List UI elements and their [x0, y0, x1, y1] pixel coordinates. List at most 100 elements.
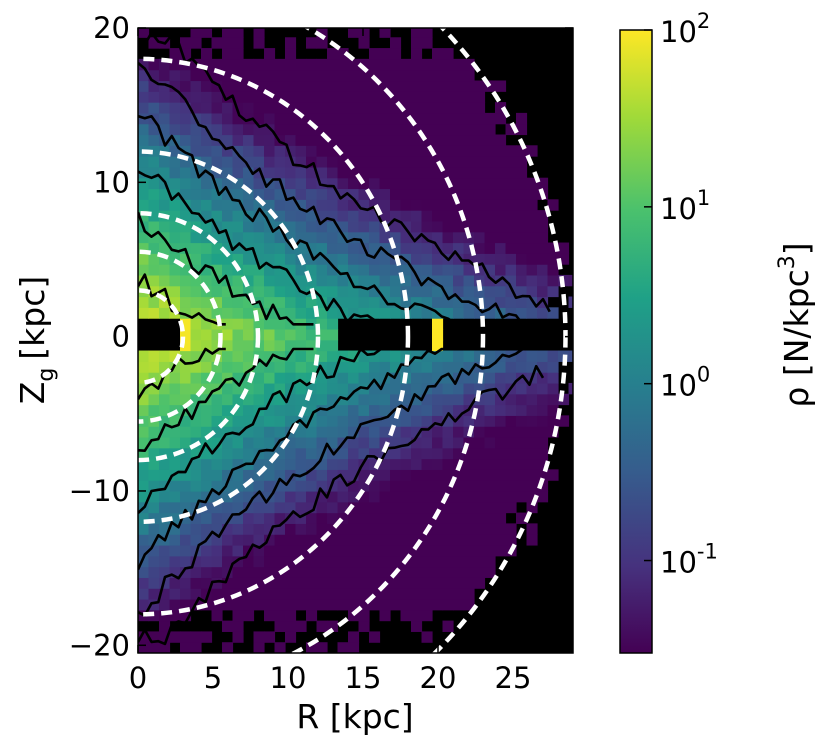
heatmap-cell — [211, 469, 223, 481]
heatmap-cell — [400, 598, 412, 611]
heatmap-cell — [547, 307, 559, 319]
heatmap-cell — [306, 577, 318, 589]
heatmap-cell — [138, 577, 150, 589]
heatmap-cell — [232, 274, 244, 287]
heatmap-cell — [348, 285, 360, 298]
heatmap-cell — [442, 588, 454, 600]
heatmap-cell — [316, 577, 328, 589]
heatmap-cell — [421, 598, 433, 611]
heatmap-cell — [411, 91, 423, 103]
heatmap-cell — [316, 134, 328, 146]
heatmap-cell — [516, 350, 528, 362]
heatmap-cell — [442, 458, 454, 470]
heatmap-cell — [484, 274, 496, 287]
heatmap-cell — [537, 361, 549, 373]
heatmap-cell — [432, 588, 444, 600]
heatmap-cell — [495, 145, 507, 157]
heatmap-cell — [400, 512, 412, 524]
heatmap-cell — [190, 512, 202, 524]
heatmap-cell — [316, 620, 328, 632]
heatmap-cell — [484, 166, 496, 179]
heatmap-cell — [400, 58, 412, 71]
heatmap-cell — [222, 404, 234, 416]
heatmap-cell — [379, 199, 391, 211]
heatmap-cell — [379, 523, 391, 535]
heatmap-cell — [348, 264, 360, 276]
heatmap-cell — [453, 177, 465, 190]
heatmap-cell — [327, 242, 339, 254]
heatmap-cell — [505, 501, 517, 514]
heatmap-cell — [138, 426, 150, 438]
heatmap-cell — [243, 80, 255, 92]
heatmap-cell — [274, 404, 286, 416]
x-tick-label: 20 — [420, 661, 457, 695]
heatmap-cell — [400, 458, 412, 470]
heatmap-cell — [138, 372, 150, 384]
heatmap-cell — [442, 134, 454, 146]
heatmap-cell — [295, 177, 307, 190]
heatmap-cell — [169, 436, 181, 449]
heatmap-cell — [180, 253, 192, 265]
y-axis-label-sub: g — [34, 368, 59, 382]
heatmap-cell — [453, 393, 465, 406]
heatmap-cell — [169, 285, 181, 298]
heatmap-cell — [138, 134, 150, 146]
heatmap-cell — [274, 480, 286, 492]
heatmap-cell — [474, 145, 486, 157]
heatmap-cell — [400, 609, 412, 622]
heatmap-cell — [547, 361, 559, 373]
heatmap-cell — [295, 620, 307, 632]
heatmap-cell — [211, 177, 223, 190]
heatmap-cell — [190, 102, 202, 114]
heatmap-cell — [138, 156, 150, 168]
heatmap-cell — [411, 512, 423, 524]
heatmap-cell — [505, 156, 517, 168]
heatmap-cell — [295, 501, 307, 514]
heatmap-cell — [442, 242, 454, 254]
heatmap-cell — [390, 512, 402, 524]
heatmap-cell — [421, 609, 433, 622]
heatmap-cell — [306, 588, 318, 600]
heatmap-cell — [138, 274, 150, 287]
heatmap-cell — [295, 566, 307, 578]
heatmap-cell — [484, 501, 496, 514]
heatmap-cell — [190, 123, 202, 136]
heatmap-cell — [369, 102, 381, 114]
heatmap-cell — [285, 404, 297, 416]
heatmap-cell — [264, 274, 276, 287]
heatmap-cell — [453, 296, 465, 308]
heatmap-cell — [190, 318, 202, 330]
heatmap-cell — [316, 264, 328, 276]
heatmap-cell — [474, 350, 486, 362]
heatmap-cell — [211, 426, 223, 438]
heatmap-cell — [421, 350, 433, 362]
heatmap-cell — [285, 264, 297, 276]
heatmap-cell — [169, 544, 181, 557]
heatmap-cell — [306, 199, 318, 211]
heatmap-cell — [180, 220, 192, 233]
heatmap-cell — [390, 69, 402, 82]
heatmap-cell — [232, 69, 244, 82]
heatmap-cell — [180, 512, 192, 524]
heatmap-cell — [222, 188, 234, 200]
heatmap-cell — [222, 210, 234, 222]
heatmap-cell — [474, 512, 486, 524]
heatmap-cell — [232, 480, 244, 492]
heatmap-cell — [232, 512, 244, 524]
heatmap-cell — [201, 210, 213, 222]
heatmap-cell — [222, 285, 234, 298]
heatmap-cell — [285, 166, 297, 179]
heatmap-cell — [316, 188, 328, 200]
dashed-ring — [138, 249, 223, 424]
heatmap-cell — [180, 469, 192, 481]
heatmap-cell — [243, 588, 255, 600]
heatmap-cell — [211, 145, 223, 157]
heatmap-cell — [463, 436, 475, 449]
heatmap-cell — [537, 458, 549, 470]
heatmap-cell — [138, 210, 150, 222]
heatmap-cell — [148, 264, 160, 276]
heatmap-cell — [316, 598, 328, 611]
heatmap-cell — [148, 91, 160, 103]
x-tick-label: 25 — [495, 661, 532, 695]
heatmap-cell — [474, 274, 486, 287]
